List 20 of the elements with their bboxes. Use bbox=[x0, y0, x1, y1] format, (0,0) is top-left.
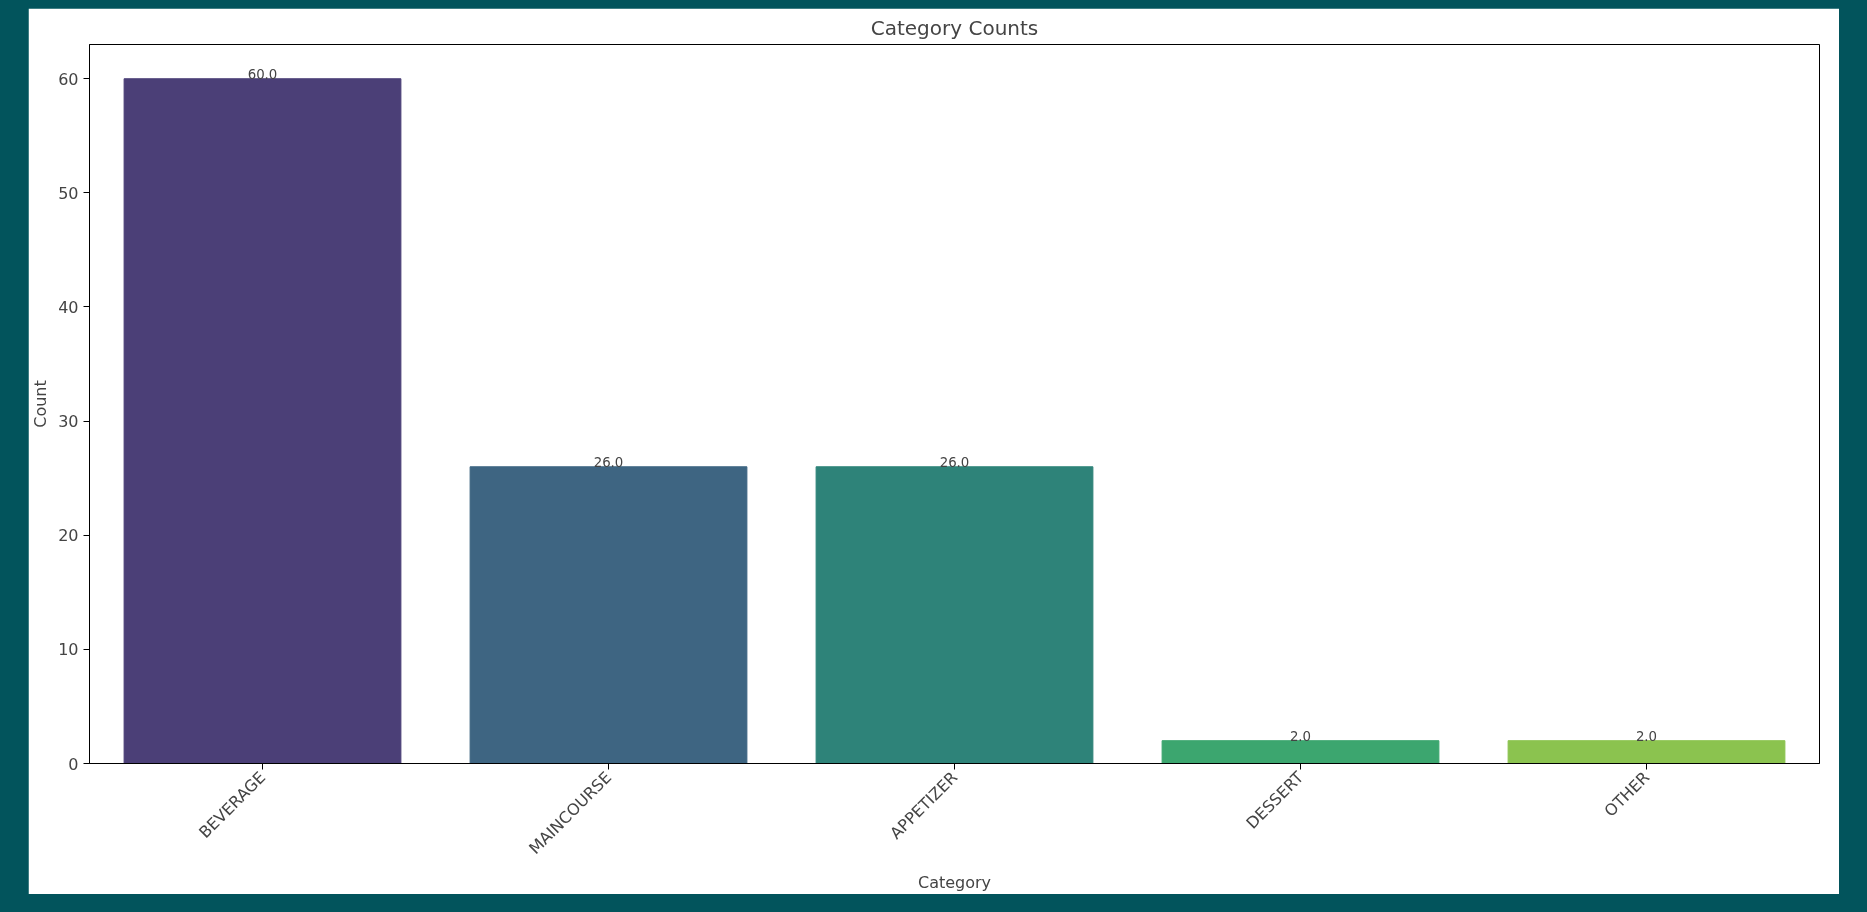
y-tick-label: 60 bbox=[58, 69, 79, 89]
y-tick-label: 10 bbox=[58, 640, 79, 660]
bar bbox=[815, 466, 1094, 764]
y-tick-label: 50 bbox=[58, 183, 79, 203]
bar bbox=[123, 78, 402, 764]
bar bbox=[1161, 740, 1440, 764]
y-tick-label: 20 bbox=[58, 526, 79, 546]
y-tick-label: 30 bbox=[58, 412, 79, 432]
y-tick-label: 0 bbox=[68, 754, 79, 774]
data-label: 26.0 bbox=[593, 454, 624, 470]
y-tick-label: 40 bbox=[58, 297, 79, 317]
chart-title: Category Counts bbox=[870, 15, 1039, 40]
data-label: 2.0 bbox=[1635, 728, 1658, 744]
bar bbox=[469, 466, 748, 764]
x-axis-title: Category bbox=[917, 872, 992, 892]
data-label: 2.0 bbox=[1289, 728, 1312, 744]
bar bbox=[1507, 740, 1786, 764]
y-axis-title: Count bbox=[31, 380, 51, 428]
data-label: 60.0 bbox=[247, 66, 278, 82]
data-label: 26.0 bbox=[939, 454, 970, 470]
